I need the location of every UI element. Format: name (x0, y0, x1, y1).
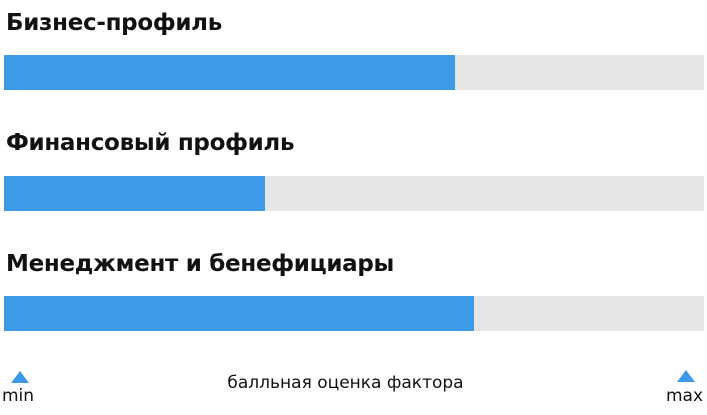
bar-track-business (4, 55, 704, 90)
category-title-management: Менеджмент и бенефициары (6, 251, 395, 277)
min-label: min (2, 386, 35, 406)
axis-label: балльная оценка фактора (227, 373, 464, 393)
bar-track-management (4, 296, 704, 331)
category-title-business: Бизнес-профиль (6, 10, 222, 36)
bar-track-financial (4, 176, 704, 211)
bar-fill-business (4, 55, 455, 90)
min-triangle-icon (11, 371, 29, 383)
bar-fill-management (4, 296, 474, 331)
max-triangle-icon (677, 370, 695, 382)
bar-fill-financial (4, 176, 266, 211)
max-label: max (666, 386, 704, 406)
category-title-financial: Финансовый профиль (6, 130, 295, 156)
